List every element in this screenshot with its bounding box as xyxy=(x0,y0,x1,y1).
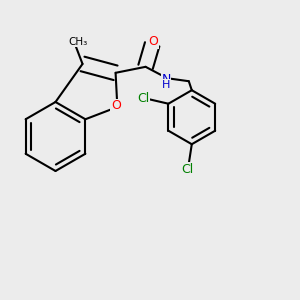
Text: N: N xyxy=(161,73,171,86)
Text: Cl: Cl xyxy=(137,92,150,104)
Text: H: H xyxy=(162,80,170,90)
Text: O: O xyxy=(111,99,121,112)
Text: CH₃: CH₃ xyxy=(68,37,88,47)
Text: O: O xyxy=(149,35,159,48)
Text: Cl: Cl xyxy=(181,163,194,176)
